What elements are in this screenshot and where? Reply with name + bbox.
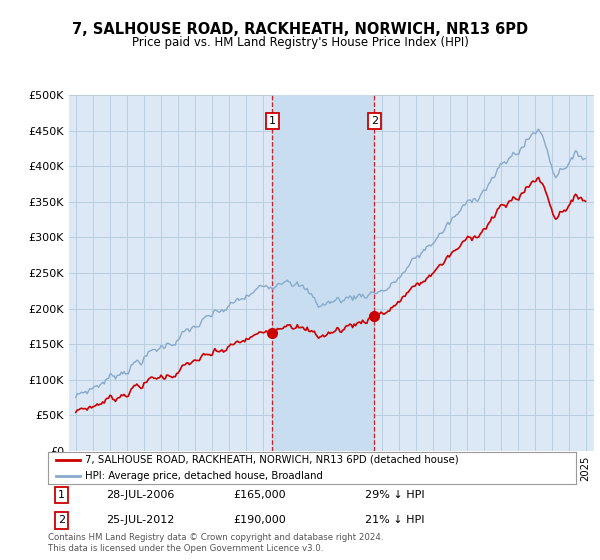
Text: 1: 1 (58, 490, 65, 500)
Text: 7, SALHOUSE ROAD, RACKHEATH, NORWICH, NR13 6PD: 7, SALHOUSE ROAD, RACKHEATH, NORWICH, NR… (72, 22, 528, 38)
Text: 28-JUL-2006: 28-JUL-2006 (106, 490, 175, 500)
Text: 29% ↓ HPI: 29% ↓ HPI (365, 490, 424, 500)
Text: 2: 2 (58, 515, 65, 525)
Text: 1: 1 (269, 116, 276, 126)
Text: Price paid vs. HM Land Registry's House Price Index (HPI): Price paid vs. HM Land Registry's House … (131, 36, 469, 49)
Text: HPI: Average price, detached house, Broadland: HPI: Average price, detached house, Broa… (85, 472, 323, 482)
Text: £190,000: £190,000 (233, 515, 286, 525)
Text: Contains HM Land Registry data © Crown copyright and database right 2024.
This d: Contains HM Land Registry data © Crown c… (48, 533, 383, 553)
Text: 7, SALHOUSE ROAD, RACKHEATH, NORWICH, NR13 6PD (detached house): 7, SALHOUSE ROAD, RACKHEATH, NORWICH, NR… (85, 455, 459, 464)
Text: £165,000: £165,000 (233, 490, 286, 500)
Text: 21% ↓ HPI: 21% ↓ HPI (365, 515, 424, 525)
Text: 25-JUL-2012: 25-JUL-2012 (106, 515, 175, 525)
Text: 2: 2 (371, 116, 378, 126)
Bar (272, 95, 374, 451)
